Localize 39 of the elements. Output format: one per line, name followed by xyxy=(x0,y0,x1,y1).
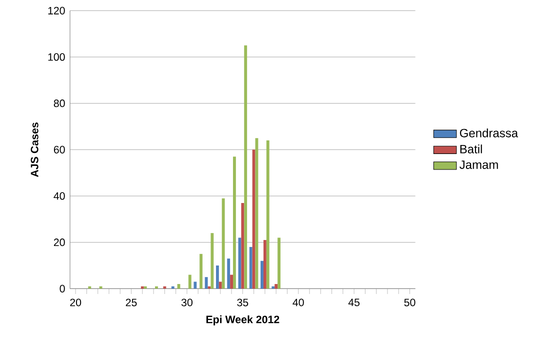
x-tick-label: 30 xyxy=(181,298,192,306)
x-tick-label: 20 xyxy=(70,298,82,306)
x-tick-label: 50 xyxy=(404,298,416,306)
bar xyxy=(241,202,244,289)
y-tick-label: 120 xyxy=(48,6,65,14)
y-tick-label: 0 xyxy=(60,284,65,292)
legend-label: Jamam xyxy=(460,160,498,169)
bar xyxy=(232,156,236,289)
bar xyxy=(260,260,264,289)
y-tick-label: 100 xyxy=(48,53,65,61)
bar xyxy=(210,233,214,289)
bar xyxy=(244,45,248,289)
bar xyxy=(216,266,219,289)
bar xyxy=(194,282,197,289)
y-axis-title: AJS Cases xyxy=(30,122,38,177)
bar xyxy=(230,274,233,289)
x-tick-label: 40 xyxy=(292,298,304,306)
y-tick-label: 80 xyxy=(54,100,65,108)
bar xyxy=(227,258,230,289)
bar xyxy=(204,277,208,289)
bar xyxy=(218,282,222,289)
x-tick-label: 45 xyxy=(348,298,360,306)
legend-label: Batil xyxy=(460,144,482,154)
x-tick-label: 25 xyxy=(126,298,137,306)
bar xyxy=(249,246,252,289)
bar xyxy=(266,140,270,289)
bar xyxy=(263,240,266,289)
bar xyxy=(274,284,278,289)
bar xyxy=(188,274,192,289)
x-tick-label: 35 xyxy=(237,298,248,306)
y-tick-label: 60 xyxy=(54,146,65,154)
bar xyxy=(200,254,203,289)
y-tick-label: 40 xyxy=(54,192,65,200)
bar xyxy=(252,150,256,289)
bar xyxy=(278,238,280,289)
bar xyxy=(222,198,225,289)
x-axis-title: Epi Week 2012 xyxy=(206,315,280,326)
y-tick-label: 20 xyxy=(54,238,65,246)
legend-label: Gendrassa xyxy=(460,128,518,138)
